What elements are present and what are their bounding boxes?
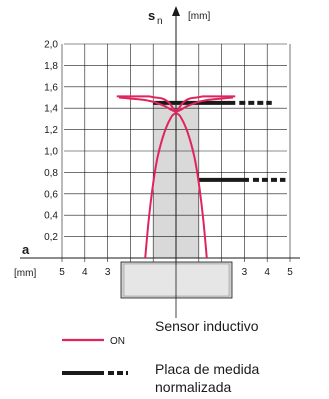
x-tick-label: 4 [264,267,270,278]
y-tick-label: 1,2 [44,125,58,136]
y-axis-subscript: n [157,16,163,27]
y-axis-unit: [mm] [188,11,210,22]
y-tick-label: 1,8 [44,61,58,72]
y-axis-arrow-icon [172,6,180,16]
y-tick-label: 1,4 [44,104,58,115]
x-tick-label: 3 [105,267,111,278]
sensor-body [120,261,233,318]
x-tick-label: 5 [287,267,293,278]
legend-on-label: ON [110,336,125,347]
x-tick-label: 4 [82,267,88,278]
x-tick-label: 3 [242,267,248,278]
sensor-label: Sensor inductivo [155,318,259,334]
x-axis-symbol: a [22,242,30,257]
curve-on-left [144,95,236,259]
legend-plate-label-line1: Placa de medida [155,361,260,377]
y-axis-symbol: s [148,8,155,23]
y-tick-label: 1,6 [44,82,58,93]
grid-lines [61,43,291,262]
legend-plate-label-line2: normalizada [155,379,231,395]
x-tick-label: 5 [59,267,65,278]
y-tick-label: 1,0 [44,147,58,158]
switching-curves [116,95,236,259]
y-tick-label: 0,2 [44,232,58,243]
y-tick-label: 2,0 [44,40,58,51]
y-tick-label: 0,8 [44,168,58,179]
y-tick-label: 0,4 [44,211,58,222]
x-axis-unit: [mm] [14,268,36,279]
curve-on-right [116,95,208,259]
y-tick-label: 0,6 [44,189,58,200]
